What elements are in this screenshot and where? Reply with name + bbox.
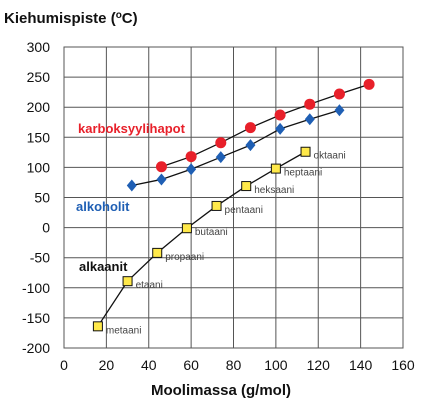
data-point [275,122,286,135]
x-axis-label: Moolimassa (g/mol) [151,382,291,399]
data-point [122,276,133,287]
data-point [334,104,345,117]
y-tick-label: 50 [34,190,50,206]
grid [63,46,404,349]
data-point [156,173,167,186]
data-point [92,321,103,332]
chart-title: Kiehumispiste (oC) [4,10,138,27]
x-tick-label: 80 [226,357,242,373]
data-point [152,247,163,258]
x-tick-label: 60 [183,357,199,373]
x-tick-label: 100 [264,357,288,373]
y-tick-label: 100 [27,159,51,175]
point-label: oktaani [314,151,346,162]
point-label: metaani [106,325,142,336]
y-tick-label: -50 [30,250,50,266]
plot-frame [63,46,404,349]
x-tick-label: 20 [99,357,115,373]
data-point [155,161,167,173]
series-label-alkoholit: alkoholit [76,199,130,214]
point-label: heptaani [284,168,322,179]
x-tick-label: 140 [349,357,373,373]
x-tick-label: 160 [391,357,415,373]
data-point [126,179,137,192]
point-label: butaani [195,227,228,238]
data-point [304,113,315,126]
point-label: heksaani [254,185,294,196]
y-tick-label: 150 [27,129,51,145]
y-tick-label: -100 [22,280,50,296]
series-line [131,109,340,187]
x-tick-label: 40 [141,357,157,373]
data-point [274,109,286,121]
y-axis-ticks: 300 250 200 150 100 50 0 -50 -100 -150 -200 [22,39,50,356]
data-point [304,98,316,110]
data-point [185,151,197,163]
y-tick-label: -200 [22,340,50,356]
series-line [97,151,306,327]
point-labels: metaani etaani propaani butaani pentaani heks… [106,151,346,337]
data-point [363,78,375,90]
data-point [186,163,197,176]
point-label: etaani [136,280,163,291]
data-point [245,139,256,152]
point-label: pentaani [225,205,263,216]
x-tick-label: 0 [60,357,68,373]
data-point [333,88,345,100]
y-tick-label: -150 [22,310,50,326]
y-tick-label: 0 [42,220,50,236]
point-label: propaani [165,252,204,263]
series-label-karboksyylihapot: karboksyylihapot [78,121,186,136]
data-point [211,200,222,211]
y-tick-label: 200 [27,99,51,115]
y-tick-label: 250 [27,69,51,85]
data-point [270,163,281,174]
data-point [300,146,311,157]
data-point [181,223,192,234]
data-point [241,181,252,192]
data-point [215,151,226,164]
series-label-alkaanit: alkaanit [79,259,128,274]
data-points [92,78,375,332]
x-tick-label: 120 [307,357,331,373]
data-point [244,122,256,134]
data-point [215,137,227,149]
y-tick-label: 300 [27,39,51,55]
x-axis-ticks: 0 20 40 60 80 100 120 140 160 [60,357,415,373]
